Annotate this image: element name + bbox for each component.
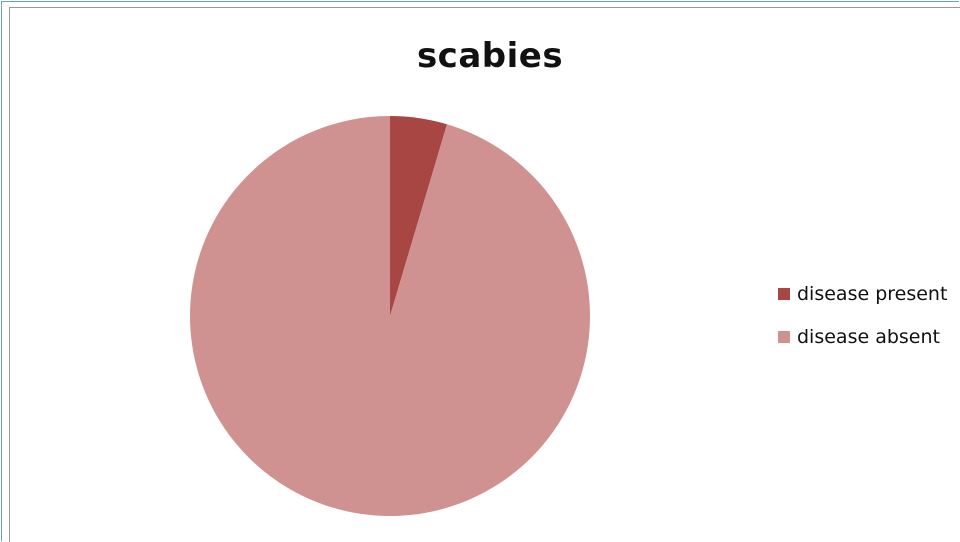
chart-title: scabies [416, 36, 564, 76]
pie-slice-disease-absent [189, 116, 590, 516]
legend-label-disease-present: disease present [797, 283, 948, 305]
legend-label-disease-absent: disease absent [797, 326, 940, 348]
legend: disease present disease absent [778, 283, 947, 369]
chart-border-inner [9, 7, 960, 542]
legend-item-disease-absent: disease absent [778, 326, 947, 348]
legend-item-disease-present: disease present [778, 283, 947, 305]
legend-swatch-disease-absent [778, 331, 790, 343]
legend-swatch-disease-present [778, 288, 790, 300]
pie-slice-disease-present [390, 116, 448, 316]
